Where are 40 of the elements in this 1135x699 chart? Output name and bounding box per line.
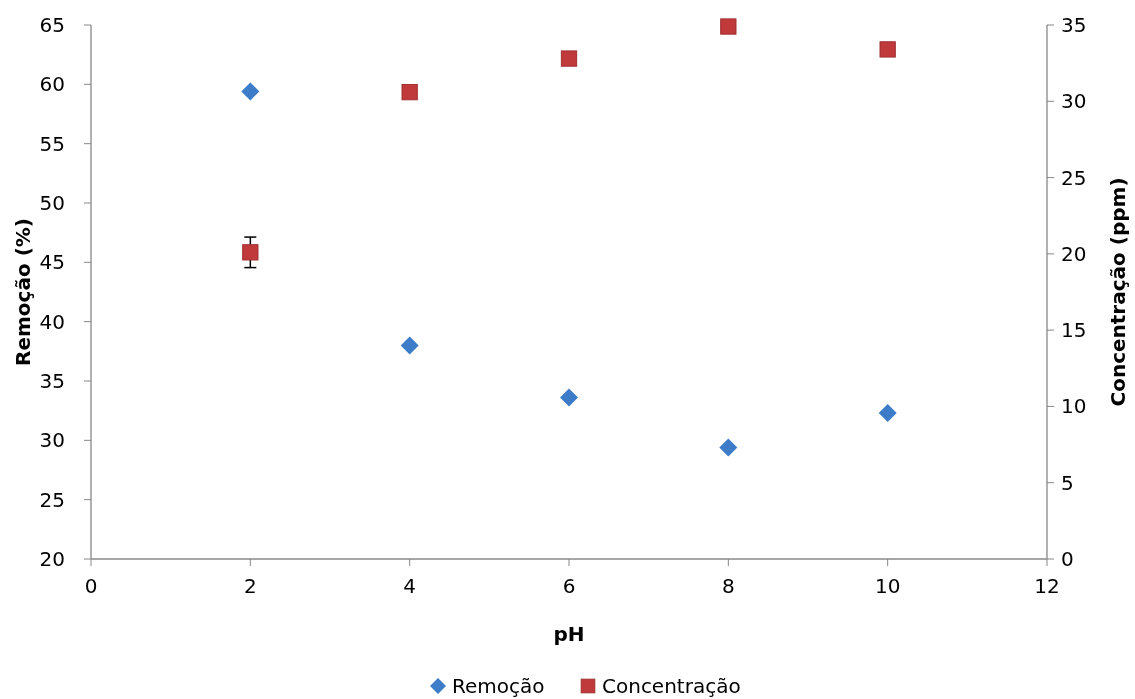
x-tick-label: 2 (243, 574, 257, 598)
point (241, 82, 260, 101)
x-axis-title: pH (553, 622, 585, 646)
y2-tick-label: 20 (1061, 241, 1087, 266)
y2-tick-label: 15 (1061, 318, 1087, 343)
point (879, 41, 896, 58)
y2-tick-label: 25 (1061, 165, 1087, 190)
point (878, 404, 897, 423)
y-tick-label: 55 (39, 131, 65, 156)
y2-tick-label: 30 (1061, 89, 1087, 114)
y2-tick-label: 0 (1061, 547, 1074, 571)
y-axis-title: Remoção (%) (11, 218, 35, 366)
y-tick-label: 20 (39, 547, 65, 571)
y-tick-label: 40 (39, 309, 65, 334)
y-tick-label: 50 (39, 191, 65, 215)
y-tick-label: 30 (39, 428, 65, 453)
y-tick-label: 35 (39, 369, 65, 393)
legend-label: Remoção (452, 674, 545, 698)
x-tick-label: 10 (874, 574, 901, 598)
point (401, 83, 418, 101)
x-tick-label: 8 (721, 574, 735, 598)
point (400, 336, 419, 355)
point (719, 438, 738, 457)
x-tick-label: 4 (403, 574, 417, 598)
y-tick-label: 60 (39, 72, 65, 97)
x-tick-label: 0 (84, 574, 98, 598)
y-tick-label: 45 (39, 250, 65, 275)
y-tick-label: 25 (39, 487, 65, 512)
point (560, 50, 578, 67)
y2-tick-label: 10 (1061, 394, 1087, 419)
y2-axis-title: Concentração (ppm) (1106, 177, 1130, 407)
y2-tick-label: 5 (1061, 470, 1074, 495)
point (560, 388, 578, 407)
y2-tick-label: 35 (1061, 13, 1087, 37)
point (242, 244, 259, 261)
x-tick-label: 6 (562, 574, 576, 598)
x-tick-label: 12 (1034, 574, 1060, 598)
point (720, 18, 737, 35)
y-tick-label: 65 (39, 13, 65, 37)
legend-label: Concentração (602, 674, 741, 698)
